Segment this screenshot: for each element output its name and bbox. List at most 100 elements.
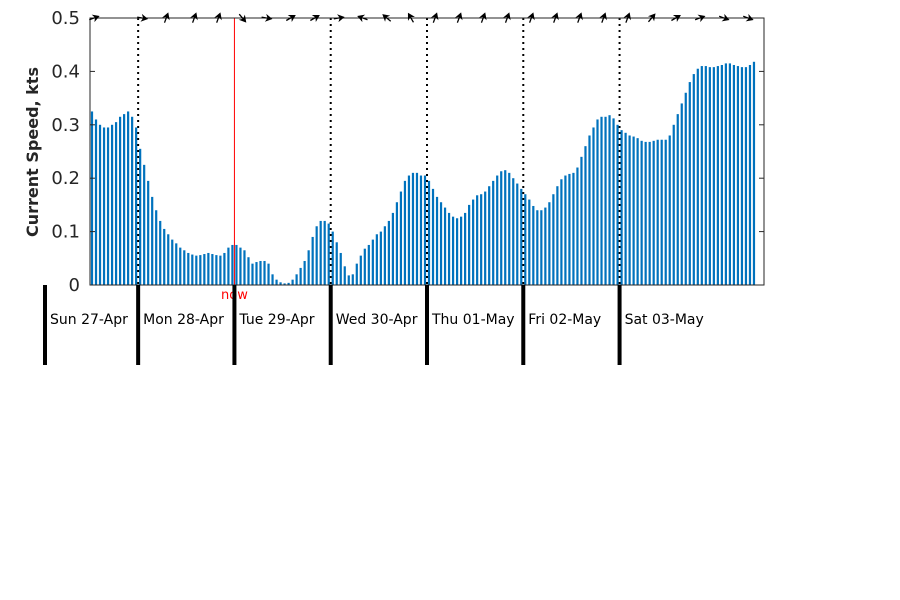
bar (548, 202, 551, 285)
bar (343, 266, 346, 285)
bar (472, 199, 475, 285)
bar (171, 239, 174, 285)
bar (307, 250, 310, 285)
bar (255, 262, 258, 285)
direction-arrow-icon (333, 14, 345, 23)
day-label: Fri 02-May (528, 312, 601, 328)
bar (127, 111, 130, 285)
bar (195, 255, 198, 285)
bar (311, 236, 314, 285)
bar (411, 172, 415, 285)
bar (98, 124, 102, 285)
bar (295, 274, 298, 285)
bar (187, 252, 190, 285)
bar (688, 82, 691, 285)
bar (323, 220, 326, 285)
bar (375, 234, 378, 285)
bar (464, 212, 467, 285)
bar (335, 242, 338, 285)
direction-arrow-icon (238, 13, 247, 23)
bar (696, 68, 699, 285)
bar (732, 64, 736, 286)
bar (247, 257, 250, 285)
direction-arrow-icon (285, 15, 296, 22)
bar (740, 67, 744, 285)
direction-arrow-icon (357, 14, 368, 23)
bar (712, 67, 715, 285)
bar (512, 178, 515, 285)
bar (299, 267, 302, 285)
bar (303, 260, 306, 285)
bar (728, 63, 732, 285)
direction-arrow-icon (261, 13, 273, 22)
bar (676, 114, 679, 286)
bar (744, 67, 748, 285)
bar (664, 139, 667, 285)
bar (315, 226, 318, 285)
bar (544, 207, 547, 285)
direction-arrows (89, 12, 754, 23)
bar (684, 92, 687, 285)
bar (223, 252, 226, 285)
bar (484, 191, 487, 285)
y-tick-label: 0.4 (51, 61, 80, 82)
bar (692, 74, 695, 285)
bar (632, 136, 635, 285)
bar (496, 175, 499, 285)
direction-arrow-icon (162, 12, 170, 23)
direction-arrow-icon (647, 13, 656, 23)
bar (704, 66, 707, 285)
bar (191, 254, 194, 285)
direction-arrow-icon (407, 12, 415, 23)
bar (106, 127, 110, 285)
direction-arrow-icon (599, 12, 607, 23)
bar (460, 216, 463, 285)
bar (668, 135, 671, 285)
bar (439, 202, 443, 285)
bar (367, 244, 370, 285)
bar (283, 283, 286, 285)
direction-arrow-icon (718, 13, 730, 22)
bar (102, 127, 106, 285)
bar (203, 254, 206, 285)
direction-arrow-icon (214, 12, 222, 23)
bar (363, 248, 366, 285)
bar (588, 135, 591, 285)
bar (359, 255, 362, 285)
bar (596, 119, 599, 286)
bar (291, 279, 294, 285)
direction-arrow-icon (190, 12, 198, 23)
bar (708, 67, 711, 285)
y-axis-ticks: 0 0.1 0.2 0.3 0.4 0.5 (51, 8, 764, 296)
bar (752, 61, 756, 285)
bar (652, 140, 655, 285)
bar (403, 180, 407, 285)
bar (231, 244, 234, 285)
bar (564, 175, 567, 285)
bar (110, 124, 114, 285)
bar (604, 116, 607, 285)
day-label: Thu 01-May (431, 312, 515, 328)
bar (560, 179, 563, 285)
bar (183, 250, 186, 285)
bar (648, 141, 651, 285)
direction-arrow-icon (430, 12, 439, 23)
bar (532, 205, 535, 285)
bar (419, 175, 423, 285)
bar (391, 212, 395, 285)
bar (528, 199, 531, 285)
bar (135, 127, 138, 285)
bar (351, 274, 354, 285)
bar (724, 63, 727, 285)
day-label: Mon 28-Apr (143, 312, 224, 328)
bar (407, 175, 411, 285)
bar (572, 172, 575, 285)
bar (155, 210, 158, 285)
bar (480, 194, 483, 285)
bar (415, 172, 419, 285)
bar (736, 66, 740, 285)
bar (556, 186, 559, 285)
bar (339, 252, 342, 285)
day-label: Sun 27-Apr (50, 312, 128, 328)
